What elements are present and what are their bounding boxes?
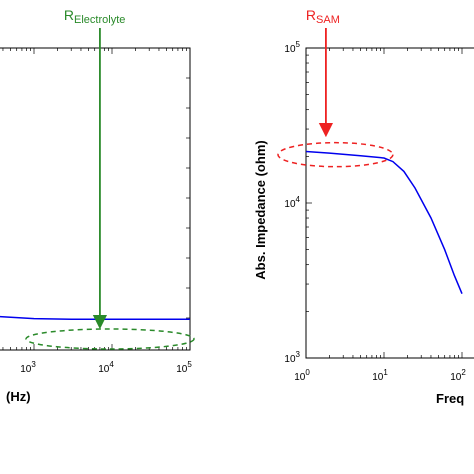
left-x-tick-label: 104	[98, 360, 114, 375]
right-plot-frame	[305, 47, 474, 359]
tick-base: 10	[176, 364, 188, 375]
sam-annotation-label: RSAM	[306, 7, 340, 26]
tick-base: 10	[294, 372, 306, 383]
right-y-tick-label: 104	[284, 195, 300, 210]
right-x-tick-label: 100	[294, 368, 310, 383]
electrolyte-label-sub: Electrolyte	[74, 14, 125, 26]
right-x-tick-label: 101	[372, 368, 388, 383]
left-x-tick-label: 105	[176, 360, 192, 375]
electrolyte-label-main: R	[64, 7, 74, 23]
tick-exponent: 3	[296, 350, 301, 359]
tick-exponent: 5	[296, 40, 301, 49]
electrolyte-annotation-label: RElectrolyte	[64, 7, 125, 26]
right-y-tick-label: 103	[284, 350, 300, 365]
right-minor-ticks	[305, 48, 463, 359]
tick-exponent: 5	[187, 360, 192, 369]
sam-label-main: R	[306, 7, 316, 23]
tick-exponent: 4	[109, 360, 114, 369]
left-x-tick-labels: 103 104 105	[20, 360, 192, 375]
tick-base: 10	[284, 44, 296, 55]
tick-base: 10	[284, 199, 296, 210]
left-x-tick-label: 103	[20, 360, 36, 375]
tick-exponent: 3	[31, 360, 36, 369]
left-plot-frame	[0, 47, 191, 351]
left-x-axis-label: (Hz)	[6, 389, 31, 404]
right-y-axis-label: Abs. Impedance (ohm)	[253, 140, 268, 279]
tick-base: 10	[372, 372, 384, 383]
tick-base: 10	[450, 372, 462, 383]
tick-base: 10	[284, 354, 296, 365]
tick-exponent: 2	[461, 368, 466, 377]
electrolyte-ellipse	[25, 328, 195, 350]
right-series-line	[305, 150, 463, 294]
right-x-tick-label: 102	[450, 368, 466, 383]
tick-base: 10	[20, 364, 32, 375]
tick-exponent: 0	[305, 368, 310, 377]
left-minor-ticks	[2, 48, 190, 350]
sam-ellipse	[277, 141, 394, 168]
right-x-axis-label: Freq	[436, 391, 464, 406]
left-chart: 103 104 105 RElectrolyte (Hz)	[0, 7, 195, 404]
right-y-tick-label: 105	[284, 40, 300, 55]
tick-exponent: 1	[383, 368, 388, 377]
tick-exponent: 4	[296, 195, 301, 204]
tick-base: 10	[98, 364, 110, 375]
left-series-line	[0, 315, 190, 320]
sam-label-sub: SAM	[316, 14, 340, 26]
